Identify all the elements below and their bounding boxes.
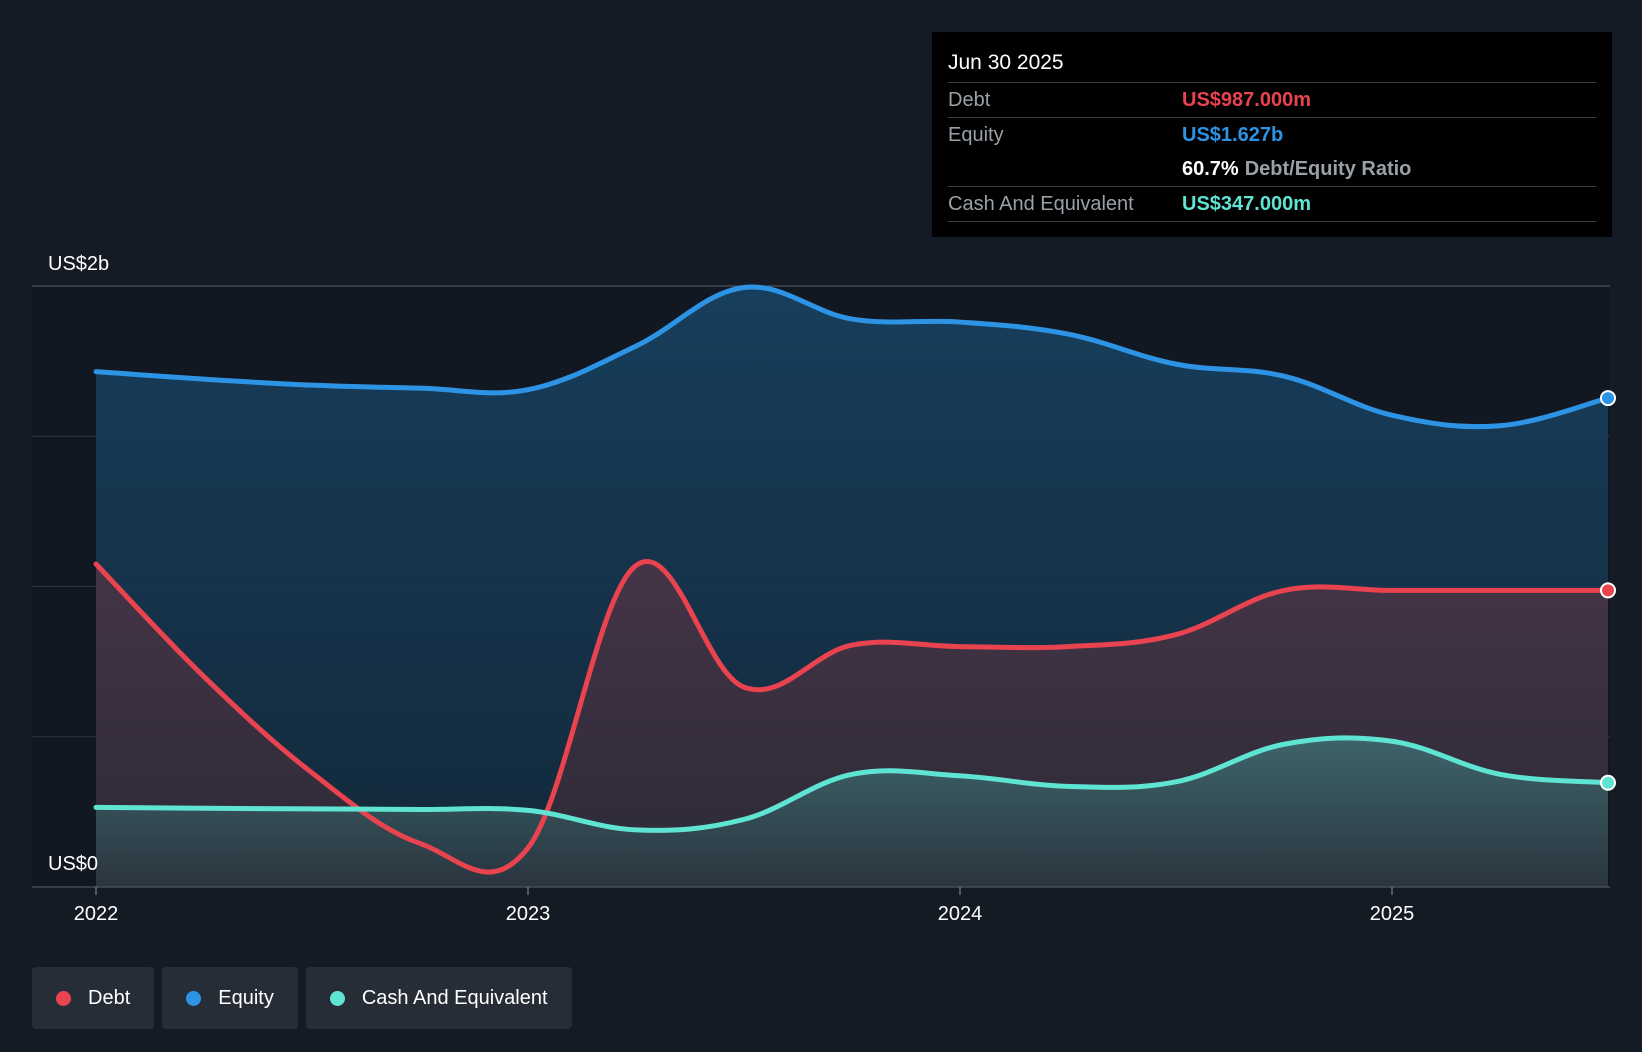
tooltip-cash-value: US$347.000m	[1182, 193, 1311, 215]
y-axis-top-label: US$2b	[48, 253, 109, 275]
tooltip-debt-value: US$987.000m	[1182, 89, 1311, 111]
tooltip-equity-label: Equity	[948, 124, 1004, 146]
tooltip-debt-row: Debt US$987.000m	[948, 83, 1596, 118]
tooltip-equity-row: Equity US$1.627b	[948, 118, 1596, 152]
x-tick-label: 2023	[506, 903, 551, 925]
tooltip-equity-value: US$1.627b	[1182, 124, 1284, 146]
tooltip-debt-label: Debt	[948, 89, 991, 111]
tooltip-cash-label: Cash And Equivalent	[948, 193, 1134, 215]
x-tick-label: 2024	[938, 903, 983, 925]
legend-equity-label: Equity	[218, 986, 274, 1009]
y-axis-bottom-label: US$0	[48, 853, 98, 875]
equity-dot-icon	[186, 990, 202, 1006]
debt-dot-icon	[56, 990, 71, 1006]
x-tick-label: 2025	[1370, 903, 1415, 925]
legend-item-cash[interactable]: Cash And Equivalent	[305, 967, 572, 1029]
legend-cash-label: Cash And Equivalent	[361, 986, 548, 1009]
equity-line	[93, 284, 1611, 430]
legend-item-equity[interactable]: Equity	[162, 967, 298, 1029]
legend-debt-label: Debt	[88, 986, 131, 1009]
tooltip-ratio-row: 60.7% Debt/Equity Ratio	[948, 152, 1596, 187]
hover-tooltip: Jun 30 2025 Debt US$987.000m Equity US$1…	[932, 32, 1612, 237]
tooltip-cash-row: Cash And Equivalent US$347.000m	[948, 187, 1596, 222]
chart-legend: Debt Equity Cash And Equivalent	[32, 967, 572, 1029]
cash-dot-icon	[329, 990, 345, 1006]
tooltip-ratio-value: 60.7%	[1182, 158, 1239, 180]
cash-line	[93, 735, 1611, 833]
debt-line	[93, 559, 1611, 875]
x-tick-label: 2022	[74, 903, 119, 925]
cash-area	[96, 737, 1608, 887]
tooltip-date: Jun 30 2025	[948, 46, 1596, 83]
equity-point[interactable]	[1600, 390, 1616, 407]
legend-item-debt[interactable]: Debt	[32, 967, 155, 1029]
cash-point[interactable]	[1600, 774, 1616, 791]
debt-point[interactable]	[1600, 582, 1616, 599]
tooltip-ratio-label: Debt/Equity Ratio	[1244, 158, 1412, 180]
